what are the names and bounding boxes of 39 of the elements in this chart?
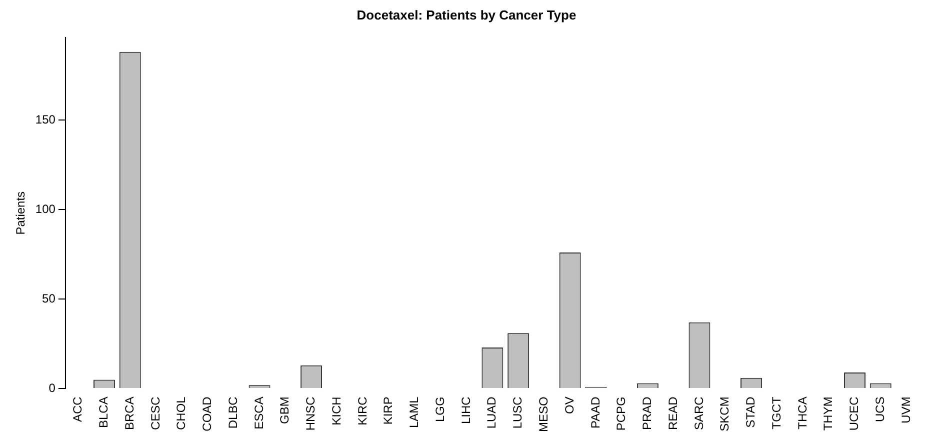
- x-tick-label: UVM: [898, 396, 913, 424]
- x-tick-label: KICH: [329, 396, 344, 426]
- x-tick-label: KIRP: [381, 396, 396, 425]
- y-axis-title: Patients: [14, 191, 28, 235]
- x-tick-label: KIRC: [355, 396, 370, 426]
- x-tick-label: GBM: [278, 396, 292, 424]
- x-tick-label: TGCT: [769, 396, 784, 430]
- x-tick-label: ACC: [70, 396, 85, 422]
- x-tick-label: COAD: [200, 396, 214, 432]
- x-tick-label: THCA: [795, 396, 810, 430]
- x-tick-label: HNSC: [304, 396, 318, 431]
- x-tick-label: OV: [562, 396, 576, 414]
- y-tick-label: 150: [35, 112, 56, 126]
- x-tick-label: UCEC: [847, 396, 862, 431]
- x-tick-label: READ: [666, 396, 680, 430]
- y-tick-label: 100: [35, 202, 56, 216]
- x-tick-label: CHOL: [174, 396, 188, 430]
- chart-title: Docetaxel: Patients by Cancer Type: [356, 7, 576, 22]
- x-tick-label: PRAD: [640, 396, 654, 430]
- x-tick-label: BLCA: [96, 396, 111, 428]
- x-tick-label: LIHC: [458, 396, 473, 424]
- x-tick-label: LUAD: [484, 396, 499, 429]
- x-tick-label: SKCM: [718, 396, 732, 432]
- x-tick-label: LAML: [407, 396, 422, 428]
- x-tick-label: LUSC: [510, 396, 525, 429]
- x-tick-label: DLBC: [226, 396, 240, 429]
- x-tick-label: PCPG: [614, 396, 628, 431]
- x-tick-label: THYM: [821, 396, 836, 431]
- x-tick-label: PAAD: [588, 396, 602, 428]
- x-tick-label: UCS: [872, 396, 887, 422]
- x-tick-label: ESCA: [252, 396, 266, 430]
- x-tick-label: STAD: [744, 396, 758, 428]
- y-tick-label: 50: [42, 291, 56, 306]
- x-tick-label: CESC: [148, 396, 162, 430]
- x-tick-label: MESO: [536, 396, 551, 432]
- x-tick-label: SARC: [692, 396, 706, 430]
- x-tick-label: BRCA: [122, 396, 136, 430]
- y-tick-label: 0: [48, 380, 56, 395]
- x-tick-label: LGG: [432, 396, 447, 422]
